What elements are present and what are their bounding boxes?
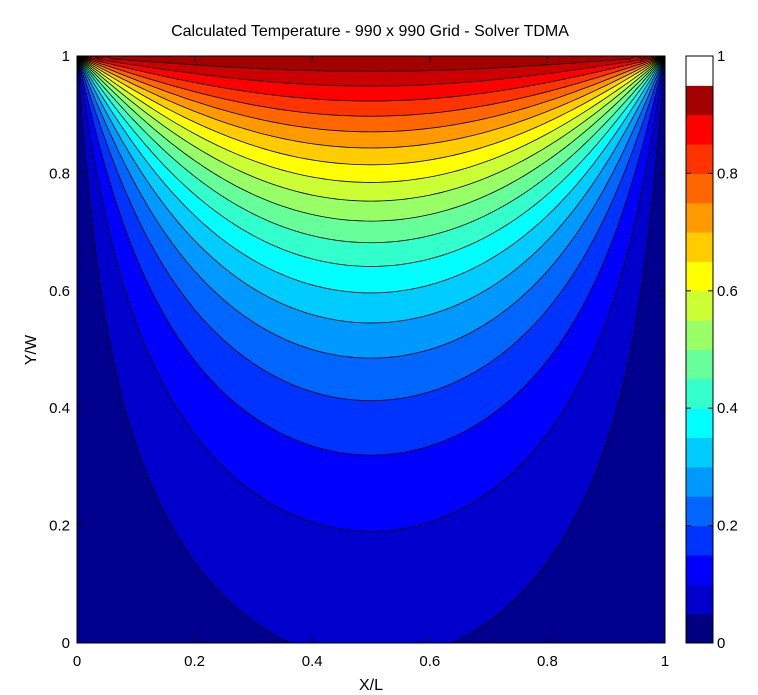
colorbar-tick-label: 0.8: [717, 165, 738, 182]
plot-area: [76, 55, 666, 644]
contour-line: [76, 55, 666, 244]
y-tick-label: 0.8: [49, 165, 70, 182]
colorbar-segment: [686, 496, 713, 527]
contour-line: [76, 55, 666, 72]
y-tick-label: 0.4: [49, 400, 70, 417]
x-axis-label: X/L: [359, 677, 383, 694]
colorbar-tick-label: 0: [717, 635, 725, 652]
x-tick-label: 0.6: [419, 653, 440, 670]
contour-line: [76, 55, 666, 183]
contour-line: [76, 55, 666, 294]
colorbar-segment: [686, 584, 713, 615]
colorbar-frame: [685, 55, 714, 644]
colorbar-segment: [686, 173, 713, 204]
plot-frame: [76, 55, 666, 644]
colorbar-segment: [686, 349, 713, 380]
contour-line: [76, 55, 666, 87]
x-axis-ticks: 0 0.2 0.4 0.6 0.8 1: [73, 56, 669, 670]
colorbar-segment: [686, 261, 713, 292]
contour-line: [76, 55, 666, 532]
colorbar-segment: [686, 202, 713, 233]
colorbar-segment: [686, 56, 713, 86]
x-tick-label: 0.8: [537, 653, 558, 670]
contour-line: [76, 55, 666, 267]
contour-line: [76, 55, 666, 456]
contour-bands: [77, 56, 665, 643]
colorbar-tick-label: 0.4: [717, 400, 738, 417]
colorbar-segment: [686, 85, 713, 116]
contour-lines: [76, 55, 666, 644]
contour-line: [76, 55, 666, 324]
colorbar-segment: [686, 554, 713, 585]
contour-line: [76, 55, 666, 149]
contour-line: [76, 55, 666, 133]
colorbar-tick-label: 0.2: [717, 518, 738, 535]
colorbar-segment: [686, 144, 713, 174]
x-tick-label: 0.4: [302, 653, 323, 670]
x-tick-label: 1: [661, 653, 669, 670]
colorbar-ticks: 0 0.2 0.4 0.6 0.8 1: [686, 48, 738, 652]
contour-line: [76, 55, 666, 166]
y-tick-label: 0.6: [49, 283, 70, 300]
colorbar-segment: [686, 290, 713, 321]
y-tick-label: 1: [62, 48, 70, 65]
chart-title: Calculated Temperature - 990 x 990 Grid …: [171, 23, 569, 40]
contour-line: [76, 55, 666, 117]
colorbar-segment: [686, 437, 713, 468]
colorbar-segment: [686, 378, 713, 409]
contour-line: [76, 55, 666, 402]
colorbar: 0 0.2 0.4 0.6 0.8 1: [685, 48, 738, 652]
colorbar-segment: [686, 466, 713, 497]
colorbar-segments: [686, 56, 713, 644]
y-axis-label: Y/W: [23, 334, 40, 365]
colorbar-tick-label: 0.6: [717, 283, 738, 300]
contour-line: [76, 55, 666, 222]
contour-line: [76, 55, 666, 359]
colorbar-segment: [686, 408, 713, 439]
y-axis-ticks: 0 0.2 0.4 0.6 0.8 1: [49, 48, 665, 652]
colorbar-segment: [686, 525, 713, 556]
y-tick-label: 0: [62, 635, 70, 652]
x-tick-label: 0: [73, 653, 81, 670]
x-tick-label: 0.2: [184, 653, 205, 670]
colorbar-segment: [686, 613, 713, 644]
contour-line: [76, 55, 666, 202]
contour-band: [77, 56, 665, 72]
colorbar-segment: [686, 114, 713, 145]
contour-line: [76, 55, 666, 102]
y-tick-label: 0.2: [49, 518, 70, 535]
colorbar-segment: [686, 232, 713, 262]
colorbar-tick-label: 1: [717, 48, 725, 65]
colorbar-segment: [686, 320, 713, 350]
